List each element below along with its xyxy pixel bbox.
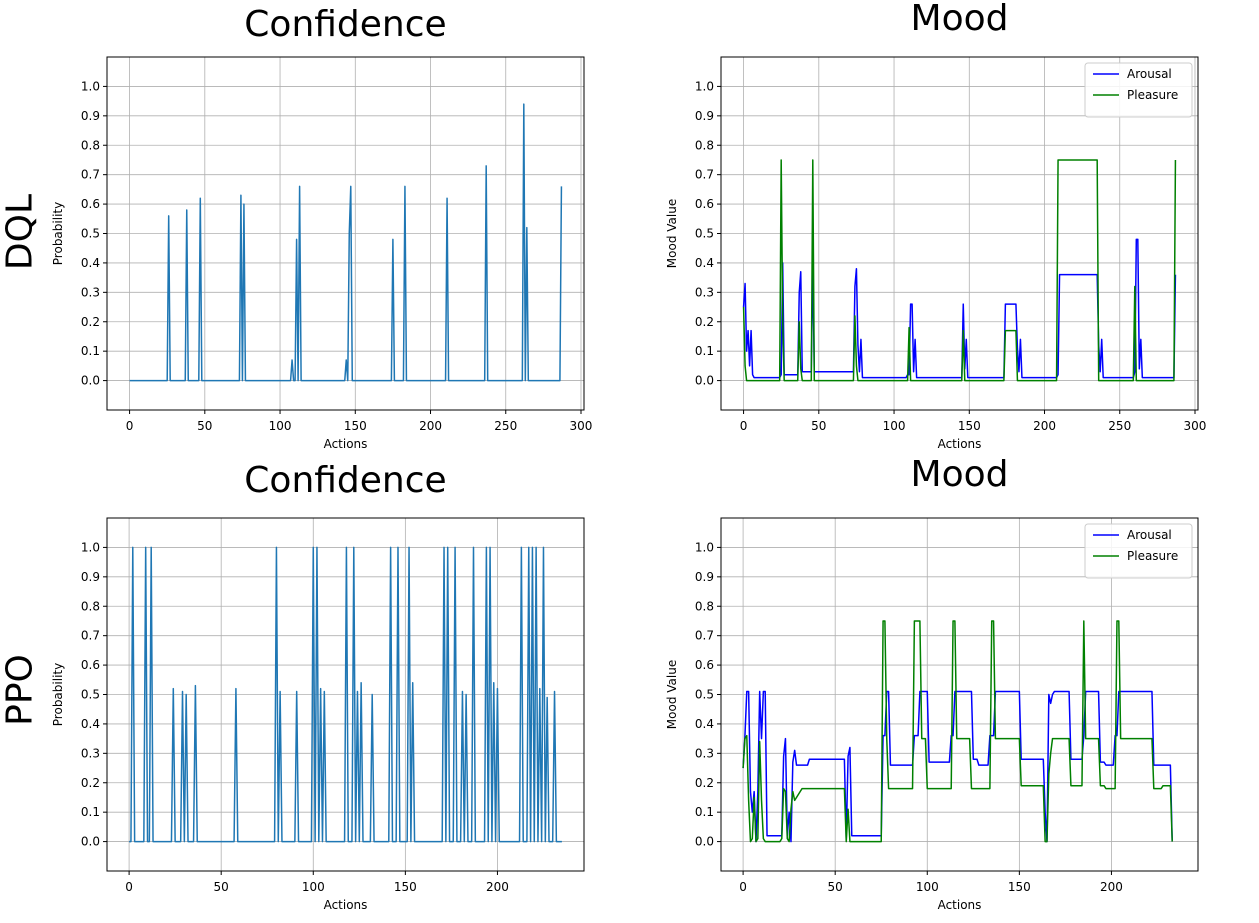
chart-4: 0 50 100 150 200 0.0 0.1 0.2 0.3 0.4 0.5 0.6 0.7 0.8 0… [665, 454, 1199, 912]
y-tick-label: 0.6 [81, 658, 100, 672]
y-tick-label: 0.3 [695, 285, 714, 299]
legend-box [1084, 523, 1193, 579]
y-tick-label: 0.1 [695, 344, 714, 358]
y-tick-label: 0.4 [695, 717, 714, 731]
y-tick-label: 1.0 [695, 79, 714, 93]
y-tick-label: 0.0 [81, 374, 100, 388]
x-tick-label: 150 [394, 880, 417, 894]
y-tick-label: 0.0 [81, 835, 100, 849]
x-tick-label: 50 [214, 880, 229, 894]
x-tick-label: 150 [344, 419, 367, 433]
legend-label-pleasure: Pleasure [1127, 549, 1178, 563]
y-tick-label: 0.8 [695, 138, 714, 152]
y-tick-label: 0.4 [81, 717, 100, 731]
y-tick-label: 0.1 [81, 344, 100, 358]
y-tick-label: 0.6 [695, 658, 714, 672]
legend: Arousal Pleasure [1084, 62, 1193, 118]
chart-2: 0 50 100 150 200 250 300 0.0 0.1 0.2 0.3 0.4 0.5 0.6 0… [665, 0, 1206, 451]
x-tick-label: 250 [494, 419, 517, 433]
series-line-pleasure [742, 159, 1177, 382]
x-axis-label: Actions [938, 437, 982, 451]
x-axis-label: Actions [938, 898, 982, 912]
x-tick-label: 0 [126, 419, 134, 433]
x-tick-label: 50 [828, 880, 843, 894]
x-tick-label: 100 [302, 880, 325, 894]
y-tick-label: 0.8 [81, 138, 100, 152]
y-tick-label: 1.0 [81, 79, 100, 93]
x-tick-label: 50 [811, 419, 826, 433]
x-tick-label: 300 [1184, 419, 1207, 433]
y-tick-label: 1.0 [695, 540, 714, 554]
y-axis-label: Mood Value [665, 660, 679, 729]
x-tick-label: 150 [958, 419, 981, 433]
y-tick-label: 0.4 [695, 256, 714, 270]
x-axis-label: Actions [324, 437, 368, 451]
y-tick-label: 0.9 [695, 109, 714, 123]
y-tick-label: 0.4 [81, 256, 100, 270]
x-tick-label: 150 [1008, 880, 1031, 894]
series-line-1 [129, 103, 563, 382]
y-tick-label: 0.2 [695, 315, 714, 329]
legend-label-arousal: Arousal [1127, 67, 1172, 81]
y-tick-label: 0.6 [695, 197, 714, 211]
chart-title: Confidence [244, 4, 446, 45]
x-tick-label: 200 [1033, 419, 1056, 433]
x-tick-label: 300 [570, 419, 593, 433]
y-tick-label: 0.2 [695, 776, 714, 790]
y-tick-label: 0.6 [81, 197, 100, 211]
y-axis-label: Probability [51, 663, 65, 726]
chart-3: 0 50 100 150 200 0.0 0.1 0.2 0.3 0.4 0.5 0.6 0.7 0.8 0… [51, 460, 585, 912]
chart-1: 0 50 100 150 200 250 300 0.0 0.1 0.2 0.3 0.4 0.5 0.6 0… [51, 4, 592, 451]
series-line-pleasure [742, 620, 1173, 843]
series-line-arousal [742, 238, 1177, 379]
legend: Arousal Pleasure [1084, 523, 1193, 579]
y-tick-label: 0.7 [695, 168, 714, 182]
y-tick-label: 0.0 [695, 374, 714, 388]
y-tick-label: 0.8 [81, 599, 100, 613]
y-tick-label: 0.1 [695, 805, 714, 819]
x-tick-label: 200 [419, 419, 442, 433]
y-tick-label: 0.1 [81, 805, 100, 819]
y-tick-label: 0.2 [81, 315, 100, 329]
y-tick-label: 0.5 [81, 227, 100, 241]
x-tick-label: 0 [125, 880, 133, 894]
x-tick-label: 0 [740, 419, 748, 433]
y-axis-label: Probability [51, 202, 65, 265]
series-line-arousal [742, 690, 1173, 843]
x-tick-label: 50 [197, 419, 212, 433]
x-tick-label: 200 [486, 880, 509, 894]
y-tick-label: 0.7 [81, 629, 100, 643]
legend-label-pleasure: Pleasure [1127, 88, 1178, 102]
y-tick-label: 0.3 [81, 746, 100, 760]
y-tick-label: 0.7 [81, 168, 100, 182]
x-tick-label: 100 [883, 419, 906, 433]
y-tick-label: 0.9 [81, 109, 100, 123]
x-tick-label: 0 [739, 880, 747, 894]
chart-title: Confidence [244, 460, 446, 501]
y-tick-label: 0.9 [695, 570, 714, 584]
x-tick-label: 100 [269, 419, 292, 433]
y-tick-label: 0.5 [81, 688, 100, 702]
y-tick-label: 0.9 [81, 570, 100, 584]
chart-title: Mood [911, 0, 1009, 39]
legend-label-arousal: Arousal [1127, 528, 1172, 542]
series-line-1 [129, 546, 562, 843]
x-tick-label: 200 [1100, 880, 1123, 894]
y-tick-label: 0.2 [81, 776, 100, 790]
y-tick-label: 0.3 [695, 746, 714, 760]
legend-box [1084, 62, 1193, 118]
y-tick-label: 0.7 [695, 629, 714, 643]
y-tick-label: 0.3 [81, 285, 100, 299]
y-tick-label: 0.8 [695, 599, 714, 613]
y-tick-label: 0.0 [695, 835, 714, 849]
y-axis-label: Mood Value [665, 199, 679, 268]
y-tick-label: 0.5 [695, 227, 714, 241]
chart-title: Mood [911, 454, 1009, 495]
x-axis-label: Actions [324, 898, 368, 912]
y-tick-label: 0.5 [695, 688, 714, 702]
x-tick-label: 100 [916, 880, 939, 894]
y-tick-label: 1.0 [81, 540, 100, 554]
x-tick-label: 250 [1108, 419, 1131, 433]
